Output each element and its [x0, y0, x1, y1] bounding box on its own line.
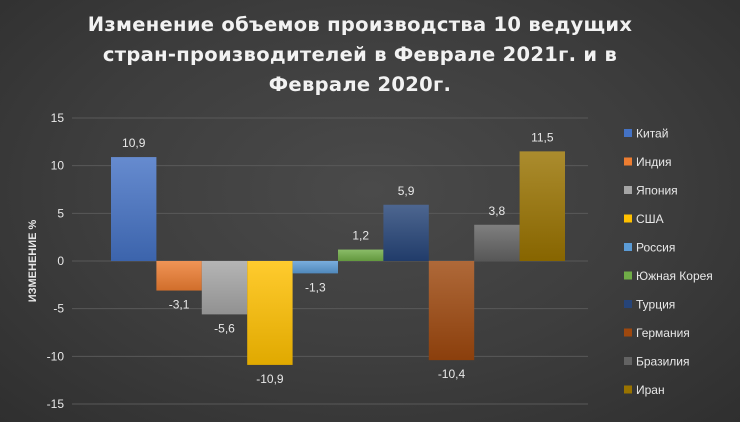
y-tick-label: 5: [57, 206, 64, 220]
bar-Южная Корея: [338, 249, 384, 261]
data-label: 1,2: [352, 229, 369, 243]
y-tick-label: -10: [47, 349, 65, 363]
legend-label: Япония: [636, 184, 678, 198]
data-label: -10,9: [256, 372, 284, 386]
y-axis-label: ИЗМЕНЕНИЕ %: [27, 219, 39, 302]
bar-Япония: [201, 261, 248, 315]
legend-swatch: [624, 214, 632, 223]
bar-Турция: [383, 204, 429, 261]
data-label: 11,5: [531, 130, 554, 144]
y-tick-label: 0: [57, 254, 64, 268]
legend-swatch: [624, 357, 632, 365]
legend-label: Турция: [636, 298, 675, 312]
y-tick-label: 15: [51, 111, 65, 125]
legend-swatch: [624, 186, 632, 194]
data-label: 10,9: [122, 136, 146, 150]
data-label: -10,4: [438, 367, 466, 381]
bar-США: [247, 261, 293, 365]
legend-swatch: [624, 328, 632, 337]
bar-Китай: [111, 157, 157, 261]
bar-Индия: [156, 261, 202, 291]
legend-label: Иран: [636, 383, 665, 397]
legend-label: Германия: [636, 326, 690, 340]
legend-swatch: [624, 157, 632, 166]
legend-label: США: [636, 212, 664, 226]
bar-Россия: [292, 261, 338, 274]
data-label: -1,3: [305, 280, 326, 294]
y-tick-label: 10: [51, 159, 65, 173]
legend-swatch: [624, 385, 632, 394]
y-tick-label: -5: [53, 302, 64, 316]
bar-Иран: [519, 151, 565, 261]
y-tick-label: -15: [47, 397, 65, 411]
legend-label: Индия: [636, 155, 671, 169]
legend-label: Китай: [636, 127, 668, 141]
legend-label: Бразилия: [636, 355, 690, 369]
legend-label: Россия: [636, 241, 675, 255]
bar-Германия: [428, 261, 475, 361]
data-label: 3,8: [489, 204, 506, 218]
data-label: -5,6: [214, 321, 235, 335]
bar-Бразилия: [474, 224, 520, 261]
legend-swatch: [624, 129, 632, 137]
data-label: -3,1: [169, 298, 190, 312]
legend-swatch: [624, 243, 632, 251]
legend-swatch: [624, 300, 632, 308]
data-label: 5,9: [398, 184, 415, 198]
legend-swatch: [624, 271, 632, 280]
legend-label: Южная Корея: [636, 269, 713, 283]
chart-title: Изменение объемов производства 10 ведущи…: [87, 13, 633, 96]
